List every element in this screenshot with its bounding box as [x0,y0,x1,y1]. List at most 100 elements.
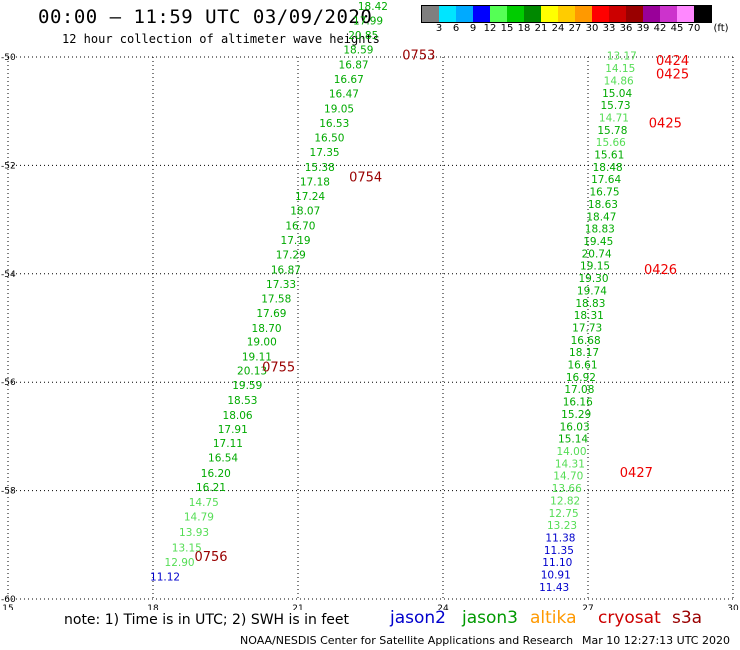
swh-value-label: 12.90 [165,557,195,569]
colorbar-label: 70 [687,23,701,34]
swh-value-label: 15.66 [596,137,626,149]
swh-value-label: 16.50 [314,133,344,145]
pass-time-label: 0425 [656,68,689,83]
swh-value-label: 17.18 [300,176,330,188]
swh-value-label: 16.67 [334,74,364,86]
legend-jason2: jason2 [390,608,446,628]
colorbar-swatch [677,6,694,22]
page-subtitle: 12 hour collection of altimeter wave hei… [62,32,380,46]
pass-time-label: 0754 [349,171,382,186]
colorbar-label: 21 [534,23,548,34]
swh-value-label: 18.83 [575,298,605,310]
pass-time-label: 0424 [656,54,689,69]
swh-value-label: 18.06 [223,410,253,422]
swh-value-label: 13.17 [607,51,637,63]
swh-value-label: 14.75 [189,497,219,509]
pass-time-label: 0425 [649,116,682,131]
swh-value-label: 13.66 [552,483,582,495]
swh-value-label: 18.70 [252,323,282,335]
swh-value-label: 17.29 [276,250,306,262]
x-tick-label: 18 [147,604,159,610]
swh-value-label: 14.70 [553,471,583,483]
x-tick-label: 24 [437,604,449,610]
swh-value-label: 13.23 [547,520,577,532]
colorbar-label: 3 [435,23,443,34]
colorbar-label: 42 [653,23,667,34]
swh-value-label: 11.43 [539,582,569,594]
swh-value-label: 16.03 [560,421,590,433]
swh-value-label: 18.47 [586,211,616,223]
swh-value-label: 17.11 [213,438,243,450]
swh-value-label: 17.91 [218,424,248,436]
swh-value-label: 15.29 [561,409,591,421]
colorbar-label: 39 [636,23,650,34]
colorbar-label: (ft) [713,23,729,34]
pass-time-label: 0427 [620,466,653,481]
swh-value-label: 17.69 [256,308,286,320]
colorbar-swatch [626,6,643,22]
y-tick-label: -60 [1,595,16,605]
swh-value-label: 14.00 [556,446,586,458]
swh-value-label: 17.58 [261,294,291,306]
swh-value-label: 11.35 [544,545,574,557]
swh-value-label: 19.15 [580,261,610,273]
swh-value-label: 18.63 [588,199,618,211]
colorbar-label: 18 [517,23,531,34]
swh-value-label: 18.42 [358,1,388,13]
swh-value-label: 11.12 [150,572,180,584]
swh-value-label: 16.68 [571,335,601,347]
page-title: 00:00 – 11:59 UTC 03/09/2020 [38,6,373,28]
swh-value-label: 17.08 [564,384,594,396]
colorbar-label: 36 [619,23,633,34]
colorbar-swatch [422,6,439,22]
swh-value-label: 16.20 [201,468,231,480]
swh-value-label: 17.24 [295,191,325,203]
legend-cryosat: cryosat [598,608,661,628]
swh-value-label: 17.99 [353,15,383,27]
swh-value-label: 16.70 [285,220,315,232]
swh-value-label: 20.74 [582,248,612,260]
swh-value-label: 14.31 [555,458,585,470]
swh-value-label: 17.64 [591,174,621,186]
colorbar-swatch [592,6,609,22]
swh-value-label: 10.91 [541,570,571,582]
swh-value-label: 16.87 [339,59,369,71]
swh-value-label: 18.83 [585,224,615,236]
swh-value-label: 19.59 [232,380,262,392]
colorbar-swatch [643,6,660,22]
swh-value-label: 14.15 [605,63,635,75]
colorbar-swatch [541,6,558,22]
pass-time-label: 0755 [262,360,295,375]
swh-value-label: 16.54 [208,452,238,464]
swh-value-label: 19.00 [247,336,277,348]
colorbar-swatch [507,6,524,22]
wave-height-plot: 15 18 21 24 27 30-50-52-54-56-58-6011.1212.90… [1,1,739,610]
swh-value-label: 12.75 [549,508,579,520]
swh-value-label: 18.17 [569,347,599,359]
colorbar-label: 12 [483,23,497,34]
swh-value-label: 17.73 [572,322,602,334]
swh-value-label: 17.33 [266,279,296,291]
colorbar-swatch [473,6,490,22]
colorbar-swatch [524,6,541,22]
swh-value-label: 12.82 [550,495,580,507]
swh-value-label: 14.79 [184,511,214,523]
swh-value-label: 18.07 [290,206,320,218]
swh-value-label: 11.38 [545,532,575,544]
colorbar-swatch [694,6,711,22]
swh-value-label: 16.87 [271,264,301,276]
swh-value-label: 18.59 [343,45,373,57]
swh-value-label: 16.21 [196,482,226,494]
footer-credit: NOAA/NESDIS Center for Satellite Applica… [240,634,574,647]
swh-value-label: 16.92 [566,372,596,384]
colorbar-swatch [558,6,575,22]
swh-value-label: 15.73 [601,100,631,112]
colorbar-swatch [575,6,592,22]
x-tick-label: 15 [2,604,13,610]
colorbar-label: 27 [568,23,582,34]
swh-value-label: 19.05 [324,103,354,115]
colorbar-label: 15 [500,23,514,34]
swh-value-label: 19.30 [578,273,608,285]
colorbar-label: 33 [602,23,616,34]
